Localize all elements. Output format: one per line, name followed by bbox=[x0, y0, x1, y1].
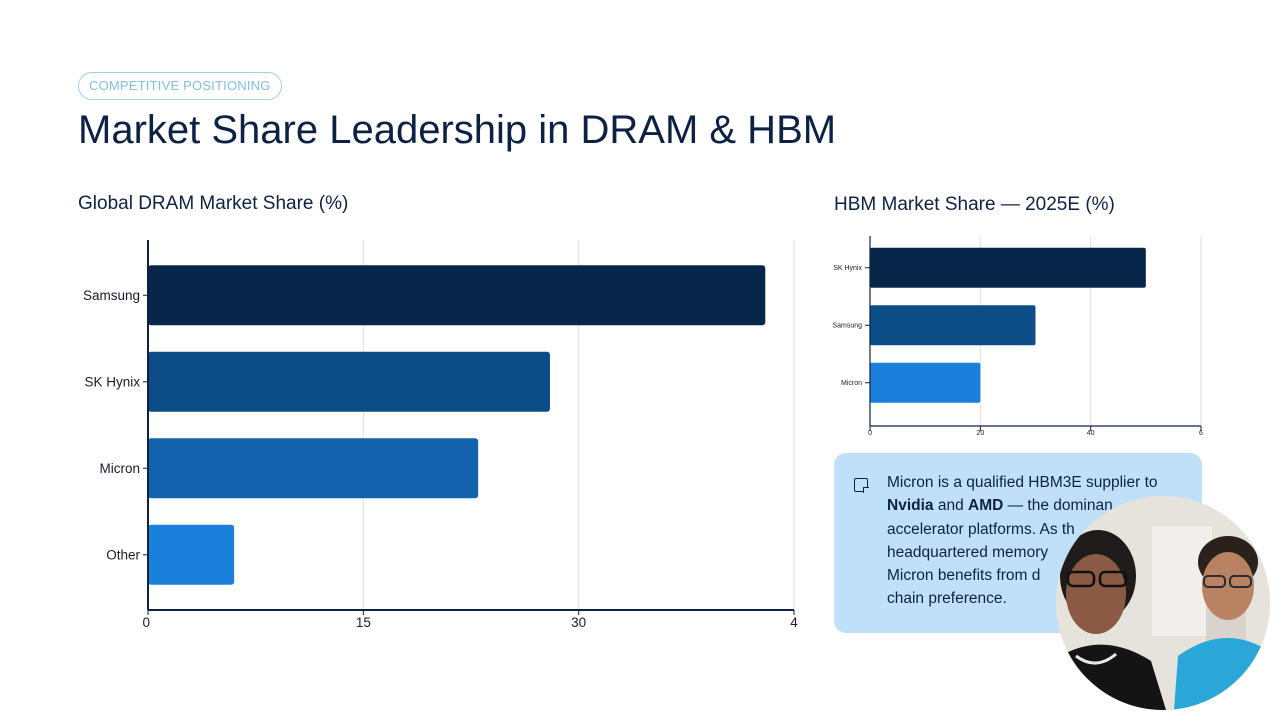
hbm-chart-title: HBM Market Share — 2025E (%) bbox=[834, 194, 1115, 215]
hbm-bar-samsung bbox=[870, 305, 1036, 346]
hbm-bar-sk-hynix bbox=[870, 247, 1146, 288]
dram-category-label: Micron bbox=[99, 461, 140, 476]
dram-xtick-label: 0 bbox=[142, 615, 150, 630]
dram-bar-other bbox=[148, 524, 235, 585]
dram-bar-samsung bbox=[148, 265, 766, 326]
hbm-category-label: Samsung bbox=[832, 323, 862, 330]
note-icon bbox=[854, 478, 869, 493]
dram-xtick-label: 4 bbox=[790, 615, 798, 630]
dram-xtick-label: 15 bbox=[356, 615, 371, 630]
hbm-category-label: SK Hynix bbox=[833, 265, 862, 272]
hbm-bar-micron bbox=[870, 362, 981, 403]
dram-category-label: Other bbox=[106, 547, 140, 562]
dram-chart-title: Global DRAM Market Share (%) bbox=[78, 193, 349, 214]
dram-category-label: SK Hynix bbox=[84, 374, 140, 389]
dram-bar-micron bbox=[148, 438, 479, 499]
dram-category-label: Samsung bbox=[83, 288, 140, 303]
dram-xtick-label: 30 bbox=[571, 615, 586, 630]
dram-bar-sk-hynix bbox=[148, 351, 550, 412]
hbm-xtick-label: 20 bbox=[976, 430, 984, 437]
page-title: Market Share Leadership in DRAM & HBM bbox=[78, 108, 837, 152]
hbm-xtick-label: 40 bbox=[1087, 430, 1095, 437]
hbm-xtick-label: 6 bbox=[1199, 430, 1203, 437]
webcam-overlay bbox=[1056, 496, 1270, 710]
section-tag: COMPETITIVE POSITIONING bbox=[78, 72, 282, 100]
hbm-category-label: Micron bbox=[841, 380, 862, 387]
hbm-xtick-label: 0 bbox=[868, 430, 872, 437]
